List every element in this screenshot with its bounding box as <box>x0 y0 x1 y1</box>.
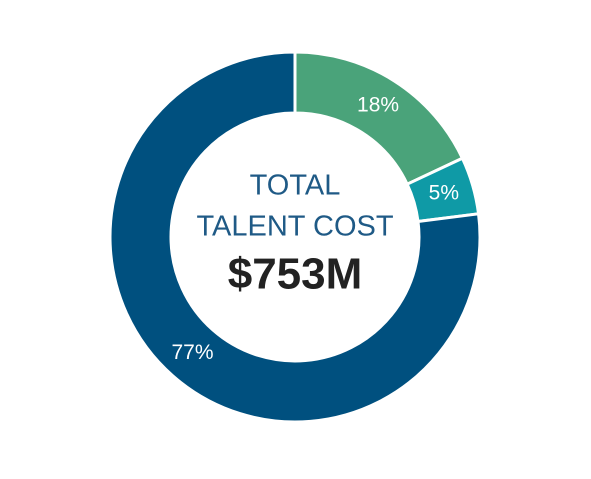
donut-slice <box>293 50 465 187</box>
center-title: TALENT COST <box>196 211 393 243</box>
data-label: 77% <box>171 341 213 364</box>
donut-slice <box>108 50 482 424</box>
data-label: 5% <box>429 181 459 204</box>
center-value: $753M <box>228 250 363 299</box>
center-title: TOTAL <box>250 170 341 202</box>
data-label: 18% <box>357 94 399 117</box>
